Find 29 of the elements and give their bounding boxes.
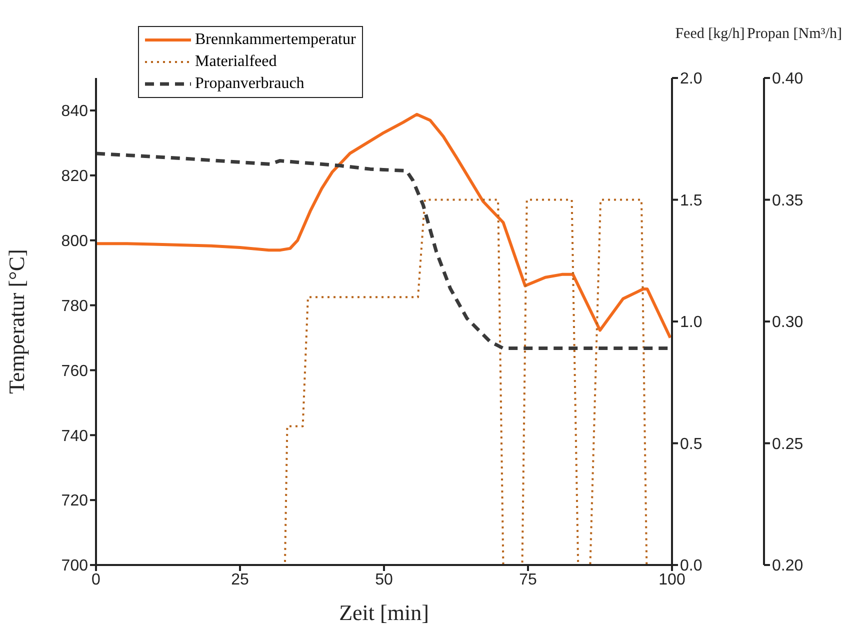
y3-tick-label: 0.30 [772,314,804,332]
x-tick-label: 75 [519,571,537,588]
y3-tick-label: 0.40 [772,70,804,88]
y3-tick-label: 0.35 [772,192,804,210]
y2-axis-title: Feed [kg/h] [675,26,745,42]
legend-label: Propanverbrauch [195,75,304,93]
x-tick-label: 50 [375,571,393,588]
x-tick-label: 0 [92,571,101,588]
line-series [96,112,672,340]
x-axis-title: Zeit [min] [339,600,429,625]
y3-tick-label: 0.20 [772,558,804,575]
y-tick-label: 820 [61,168,88,186]
legend-label: Materialfeed [195,53,277,71]
y-axis-title: Temperatur [°C] [4,249,29,394]
y2-tick-label: 0.5 [680,436,702,453]
y2-tick-label: 1.5 [680,192,702,210]
legend-label: Brennkammertemperatur [195,31,356,49]
y-tick-label: 720 [61,492,88,510]
x-tick-label: 25 [231,571,249,588]
y-tick-label: 840 [61,103,88,120]
y-tick-label: 800 [61,233,88,250]
y2-tick-label: 1.0 [680,314,702,332]
y-tick-label: 700 [61,558,88,575]
y2-tick-label: 2.0 [680,70,702,88]
y3-axis-title: Propan [Nm³/h] [747,26,842,42]
y3-tick-label: 0.25 [772,436,804,453]
y-tick-label: 780 [61,298,88,315]
y-tick-label: 740 [61,428,88,445]
y-tick-label: 760 [61,362,88,380]
